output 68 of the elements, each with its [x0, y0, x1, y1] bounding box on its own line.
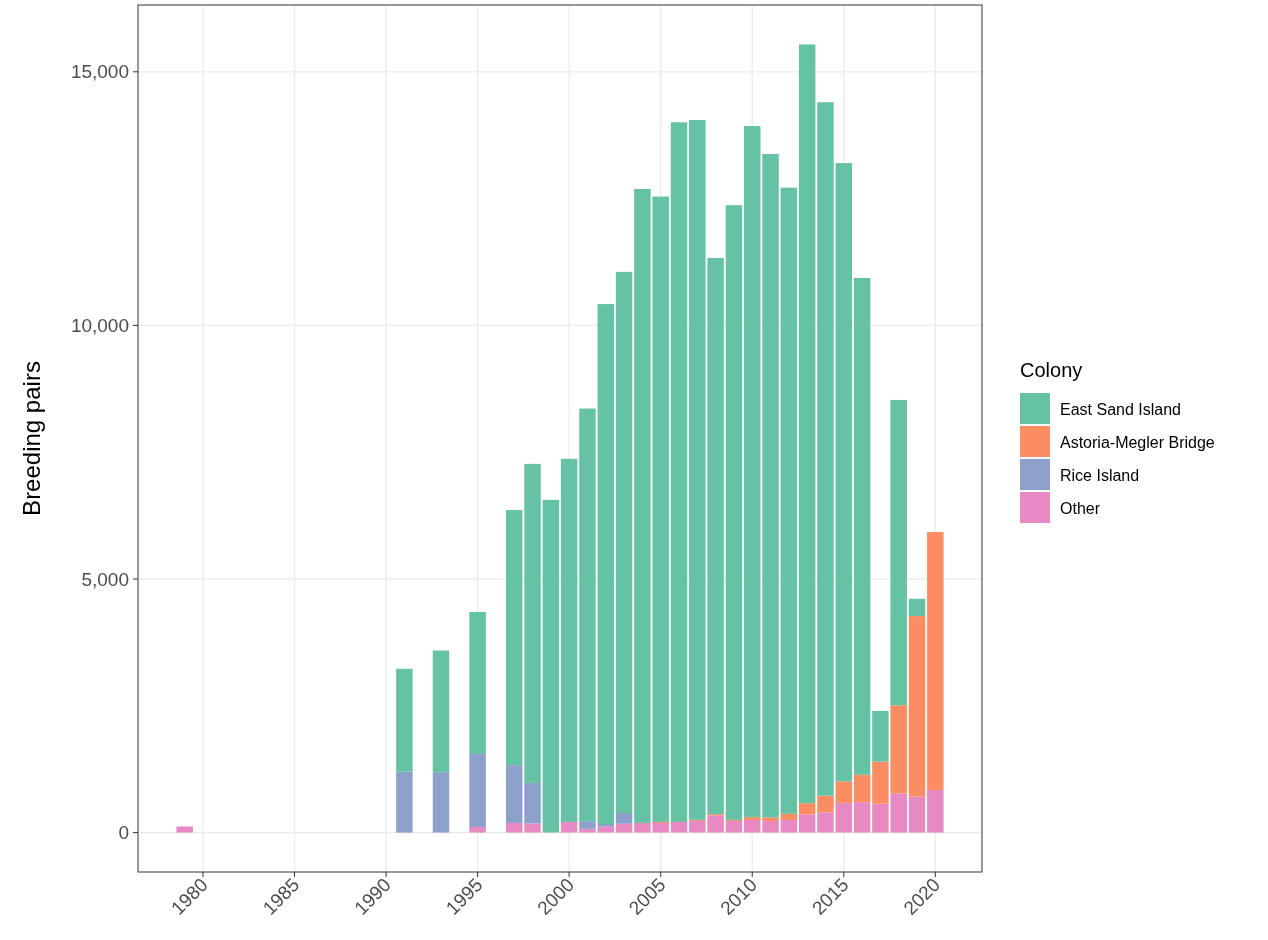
- bar: [615, 813, 633, 824]
- bar: [579, 821, 596, 829]
- bar: [744, 819, 761, 833]
- bar: [762, 817, 779, 821]
- bar: [505, 765, 523, 823]
- bar: [176, 826, 193, 833]
- bar: [780, 819, 798, 833]
- y-tick-label: 15,000: [70, 61, 129, 83]
- bar: [524, 463, 541, 783]
- bar: [762, 820, 779, 833]
- bar: [853, 802, 871, 833]
- bar: [817, 102, 834, 796]
- bar: [835, 803, 853, 833]
- bar: [798, 44, 816, 804]
- bar: [798, 803, 816, 815]
- bar: [908, 598, 926, 617]
- bar: [817, 812, 834, 833]
- bar: [579, 408, 596, 822]
- bar: [762, 153, 779, 818]
- bar: [542, 499, 560, 833]
- bar: [579, 828, 596, 833]
- bar: [835, 781, 853, 804]
- y-tick-label: 0: [118, 822, 129, 844]
- legend-title: Colony: [1020, 359, 1083, 381]
- bar: [560, 821, 578, 833]
- y-tick-label: 10,000: [70, 315, 129, 337]
- bar: [817, 795, 834, 813]
- y-axis-title: Breeding pairs: [18, 361, 45, 516]
- bar: [505, 822, 523, 833]
- bar: [615, 823, 633, 833]
- legend-label: Rice Island: [1060, 466, 1140, 484]
- bar: [469, 753, 486, 828]
- bar: [505, 510, 523, 766]
- bar: [908, 796, 926, 833]
- bar: [560, 458, 578, 822]
- bar: [908, 616, 926, 797]
- bar: [597, 826, 615, 833]
- bar: [927, 532, 944, 790]
- bar: [432, 650, 450, 773]
- bar: [835, 163, 853, 782]
- bar: [780, 813, 798, 820]
- legend-label: East Sand Island: [1060, 400, 1181, 418]
- bar: [615, 271, 633, 814]
- bar: [597, 304, 615, 824]
- bar: [725, 820, 743, 833]
- bar: [597, 823, 615, 827]
- bar: [396, 668, 413, 772]
- bar: [524, 782, 541, 824]
- bar: [396, 771, 413, 833]
- bar: [890, 399, 907, 706]
- y-tick-label: 5,000: [81, 568, 129, 590]
- legend-label: Astoria-Megler Bridge: [1060, 433, 1215, 451]
- bar: [469, 827, 486, 833]
- bar: [853, 277, 871, 775]
- bar: [725, 205, 743, 820]
- bar: [798, 814, 816, 833]
- bar: [780, 187, 798, 814]
- bar: [670, 821, 688, 833]
- bar: [432, 772, 450, 833]
- bar: [524, 823, 541, 833]
- bar: [872, 710, 889, 762]
- bar: [853, 774, 871, 803]
- bar: [469, 611, 486, 754]
- bar: [744, 817, 761, 820]
- legend-label: Other: [1060, 499, 1101, 517]
- bar: [670, 122, 688, 822]
- bar: [927, 789, 944, 833]
- bar: [744, 126, 761, 818]
